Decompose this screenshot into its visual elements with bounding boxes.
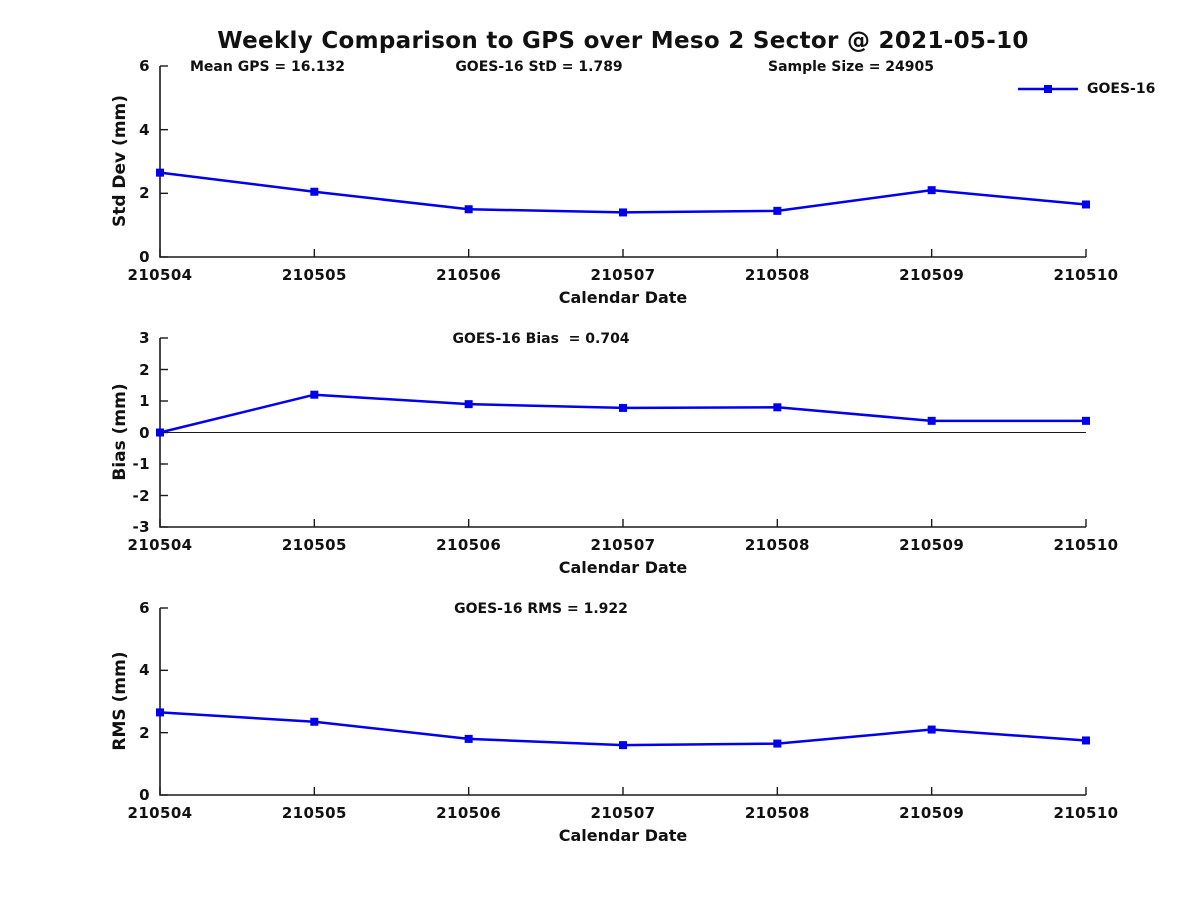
- data-point-marker: [1082, 416, 1090, 425]
- chart-title: Weekly Comparison to GPS over Meso 2 Sec…: [217, 28, 1029, 54]
- y-tick-label: 3: [139, 329, 150, 347]
- data-point-marker: [927, 725, 936, 734]
- series-line-goes-16: [159, 171, 1087, 214]
- y-tick-label: 0: [139, 423, 150, 442]
- y-tick-label: 0: [139, 248, 150, 266]
- legend: GOES-16: [1017, 81, 1155, 97]
- data-point-marker: [464, 400, 473, 409]
- data-point-marker: [619, 208, 627, 217]
- data-point-marker: [156, 428, 164, 437]
- y-tick-label: -1: [132, 455, 150, 473]
- data-point-marker: [1082, 736, 1090, 745]
- y-tick-label: -3: [132, 518, 150, 536]
- x-axis-label-std-dev: Calendar Date: [558, 288, 688, 307]
- data-point-marker: [464, 734, 473, 743]
- y-tick-label: 4: [139, 661, 150, 680]
- data-point-marker: [773, 403, 782, 412]
- x-tick-label: 210504: [127, 536, 193, 554]
- x-tick-label: 210506: [436, 266, 502, 284]
- x-tick-label: 210508: [744, 266, 810, 284]
- y-tick-label: 2: [139, 723, 150, 742]
- stat-annotation: GOES-16 RMS = 1.922: [454, 601, 628, 617]
- axis-line: [159, 66, 1086, 258]
- y-tick-label: 0: [139, 786, 150, 804]
- x-tick-label: 210510: [1053, 804, 1119, 822]
- x-tick-label: 210510: [1053, 266, 1119, 284]
- x-tick-label: 210509: [899, 536, 965, 554]
- x-tick-label: 210504: [127, 804, 193, 822]
- x-tick-label: 210507: [590, 266, 656, 284]
- stat-annotation: Mean GPS = 16.132: [190, 59, 346, 75]
- x-tick-label: 210507: [590, 804, 656, 822]
- y-tick-label: 1: [139, 392, 150, 410]
- data-point-marker: [619, 741, 627, 750]
- x-tick-label: 210505: [281, 536, 347, 554]
- data-point-marker: [1082, 200, 1090, 209]
- axis-line: [159, 608, 1086, 796]
- stat-annotation: GOES-16 StD = 1.789: [455, 59, 623, 75]
- x-tick-label: 210506: [436, 804, 502, 822]
- legend-label: GOES-16: [1087, 81, 1156, 97]
- data-point-marker: [464, 205, 473, 214]
- x-tick-label: 210510: [1053, 536, 1119, 554]
- x-tick-label: 210506: [436, 536, 502, 554]
- stat-annotation: GOES-16 Bias = 0.704: [452, 331, 630, 347]
- x-axis-label-bias: Calendar Date: [558, 558, 688, 577]
- x-tick-label: 210504: [127, 266, 193, 284]
- x-tick-label: 210507: [590, 536, 656, 554]
- x-tick-label: 210509: [899, 804, 965, 822]
- y-tick-label: 2: [139, 360, 150, 379]
- x-tick-label: 210505: [281, 266, 347, 284]
- x-tick-label: 210509: [899, 266, 965, 284]
- x-tick-label: 210505: [281, 804, 347, 822]
- series-line-goes-16: [159, 711, 1087, 747]
- x-tick-label: 210508: [744, 804, 810, 822]
- legend-marker-icon: [1044, 85, 1052, 93]
- y-tick-label: 6: [139, 57, 150, 75]
- y-tick-label: -2: [132, 486, 150, 505]
- data-point-marker: [619, 403, 627, 412]
- data-point-marker: [927, 416, 936, 425]
- series-line-goes-16: [159, 393, 1086, 434]
- data-point-marker: [927, 186, 936, 195]
- stat-annotation: Sample Size = 24905: [767, 59, 935, 75]
- y-axis-label-std-dev: Std Dev (mm): [110, 94, 130, 228]
- y-tick-label: 2: [139, 184, 150, 203]
- data-point-marker: [310, 717, 319, 726]
- data-point-marker: [773, 739, 782, 748]
- y-tick-label: 4: [139, 120, 150, 139]
- x-tick-label: 210508: [744, 536, 810, 554]
- data-point-marker: [773, 206, 782, 215]
- data-point-marker: [156, 168, 164, 177]
- y-tick-label: 6: [139, 599, 150, 617]
- x-axis-label-rms: Calendar Date: [558, 826, 688, 845]
- data-point-marker: [310, 187, 319, 196]
- data-point-marker: [310, 390, 319, 399]
- legend-line-sample: [1018, 85, 1078, 93]
- data-point-marker: [156, 708, 164, 717]
